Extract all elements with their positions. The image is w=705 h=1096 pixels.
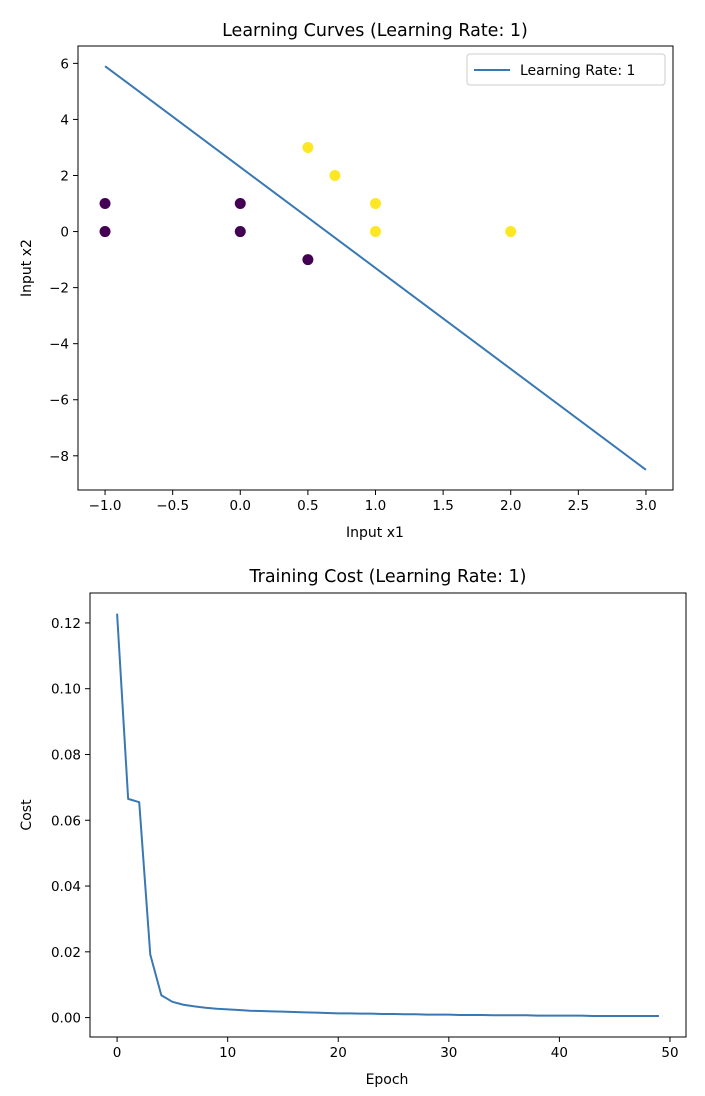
y-axis-ticks: 0.12 0.10 0.08 0.06 0.04 0.02 0.00 [51,616,90,1027]
y-tick-label: 0.06 [51,813,81,829]
chart-title: Learning Curves (Learning Rate: 1) [222,21,528,41]
x-axis-ticks: −1.0 −0.5 0.0 0.5 1.0 1.5 2.0 2.5 3.0 [89,490,657,514]
data-point-class-0 [234,226,246,238]
data-point-class-1 [329,170,341,181]
y-tick-label: 0.12 [51,616,81,632]
legend-entry-learning-rate: Learning Rate: 1 [520,63,635,79]
decision-boundary-line [104,65,647,471]
y-tick-label: 0.08 [51,747,81,763]
x-tick-label: 1.0 [365,498,386,514]
x-tick-label: −0.5 [156,498,189,514]
y-tick-label: 0.02 [51,945,81,961]
plot-area [99,65,647,471]
x-axis-label: Epoch [366,1072,409,1088]
y-tick-label: 2 [60,169,69,185]
x-tick-label: 0.0 [230,498,251,514]
data-point-class-0 [99,226,111,238]
chart-title: Training Cost (Learning Rate: 1) [249,567,527,587]
y-axis-label: Cost [19,799,35,831]
data-point-class-1 [505,226,517,238]
legend: Learning Rate: 1 [466,53,666,86]
plot-frame [77,45,674,491]
y-tick-label: 0.00 [51,1011,81,1027]
data-point-class-0 [99,198,111,210]
x-tick-label: 2.5 [568,498,589,514]
x-tick-label: 0 [113,1045,122,1061]
y-tick-label: 4 [60,112,69,128]
x-tick-label: 3.0 [635,498,656,514]
x-tick-label: 20 [330,1045,347,1061]
x-axis-label: Input x1 [346,525,404,541]
data-point-class-1 [370,226,381,238]
y-tick-label: −4 [49,337,69,353]
y-tick-label: 0.10 [51,682,81,698]
data-point-class-0 [234,198,246,210]
y-axis-ticks: 6 4 2 0 −2 −4 −6 −8 [49,56,78,465]
data-point-class-1 [370,198,381,210]
learning-curves-chart: Learning Curves (Learning Rate: 1) Input… [19,21,674,541]
data-point-class-1 [302,141,314,153]
y-tick-label: −2 [49,281,69,297]
x-tick-label: 2.0 [500,498,521,514]
x-tick-label: 1.5 [432,498,453,514]
x-tick-label: 40 [551,1045,568,1061]
x-tick-label: 0.5 [297,498,318,514]
y-tick-label: 0.04 [51,879,81,895]
y-axis-label: Input x2 [19,239,35,297]
y-tick-label: 6 [60,56,69,72]
plot-area [116,613,659,1017]
y-tick-label: 0 [60,225,69,241]
x-tick-label: 50 [661,1045,678,1061]
training-cost-chart: Training Cost (Learning Rate: 1) Epoch C… [19,567,687,1088]
y-tick-label: −8 [49,449,69,465]
x-axis-ticks: 0 10 20 30 40 50 [113,1037,679,1061]
plot-frame [89,592,687,1038]
x-tick-label: 30 [440,1045,457,1061]
legend-box [466,53,666,86]
data-point-class-0 [302,254,314,266]
cost-curve-line [116,613,659,1017]
x-tick-label: −1.0 [89,498,122,514]
x-tick-label: 10 [219,1045,236,1061]
y-tick-label: −6 [49,393,69,409]
